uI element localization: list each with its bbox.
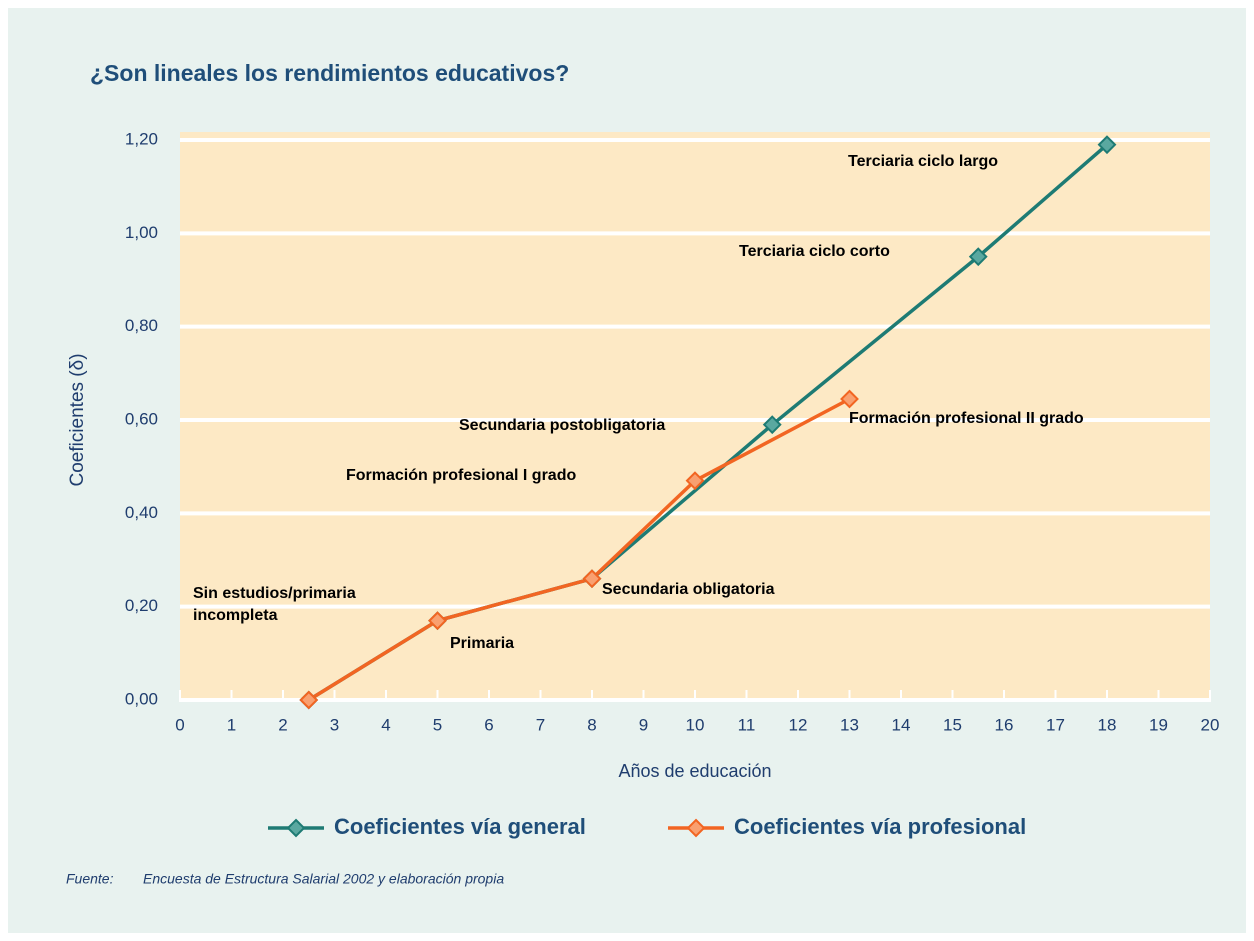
y-tick-label: 1,20 [125, 129, 158, 148]
x-tick-label: 20 [1201, 715, 1220, 734]
x-tick-label: 2 [278, 715, 287, 734]
x-tick-label: 6 [484, 715, 493, 734]
x-tick-label: 17 [1046, 715, 1065, 734]
y-tick-label: 0,40 [125, 503, 158, 522]
y-tick-label: 0,20 [125, 596, 158, 615]
marker [685, 471, 705, 491]
x-tick-label: 8 [587, 715, 596, 734]
marker [968, 247, 988, 267]
x-tick-label: 5 [433, 715, 442, 734]
chart-title: ¿Son lineales los rendimientos educativo… [90, 60, 569, 86]
x-tick-label: 16 [995, 715, 1014, 734]
x-tick-label: 19 [1149, 715, 1168, 734]
x-tick-label: 1 [227, 715, 236, 734]
annotation: Secundaria obligatoria [602, 581, 775, 598]
marker [428, 611, 447, 631]
legend-label: Coeficientes vía general [334, 814, 586, 839]
annotation: Formación profesional I grado [346, 467, 577, 484]
marker [840, 389, 859, 409]
annotation: Sin estudios/primaria incompleta [193, 585, 356, 624]
x-tick-label: 18 [1098, 715, 1117, 734]
annotation: Formación profesional II grado [849, 410, 1084, 427]
y-tick-label: 0,60 [125, 409, 158, 428]
legend-label: Coeficientes vía profesional [734, 814, 1026, 839]
y-tick-label: 1,00 [125, 223, 158, 242]
legend-marker [286, 818, 306, 838]
x-tick-label: 13 [840, 715, 859, 734]
source-label: Fuente: [66, 871, 114, 887]
marker [582, 569, 602, 589]
x-tick-label: 3 [330, 715, 339, 734]
annotation: Primaria [450, 635, 515, 652]
x-tick-label: 7 [536, 715, 545, 734]
marker [1097, 135, 1117, 155]
x-tick-label: 15 [943, 715, 962, 734]
x-tick-label: 9 [639, 715, 648, 734]
x-tick-label: 14 [892, 715, 911, 734]
marker [762, 415, 782, 435]
x-tick-label: 11 [738, 715, 756, 734]
annotation: Terciaria ciclo largo [848, 153, 998, 170]
x-tick-label: 4 [381, 715, 390, 734]
x-tick-label: 10 [686, 715, 705, 734]
annotation: Terciaria ciclo corto [739, 243, 890, 260]
x-axis-label: Años de educación [618, 761, 771, 781]
y-tick-label: 0,00 [125, 689, 158, 708]
x-tick-label: 0 [175, 715, 184, 734]
x-tick-label: 12 [789, 715, 808, 734]
annotation: Secundaria postobligatoria [459, 417, 666, 434]
legend-marker [686, 818, 706, 838]
y-tick-label: 0,80 [125, 316, 158, 335]
y-axis-label: Coeficientes (δ) [67, 353, 88, 486]
source: Encuesta de Estructura Salarial 2002 y e… [143, 871, 504, 887]
marker [299, 690, 319, 710]
